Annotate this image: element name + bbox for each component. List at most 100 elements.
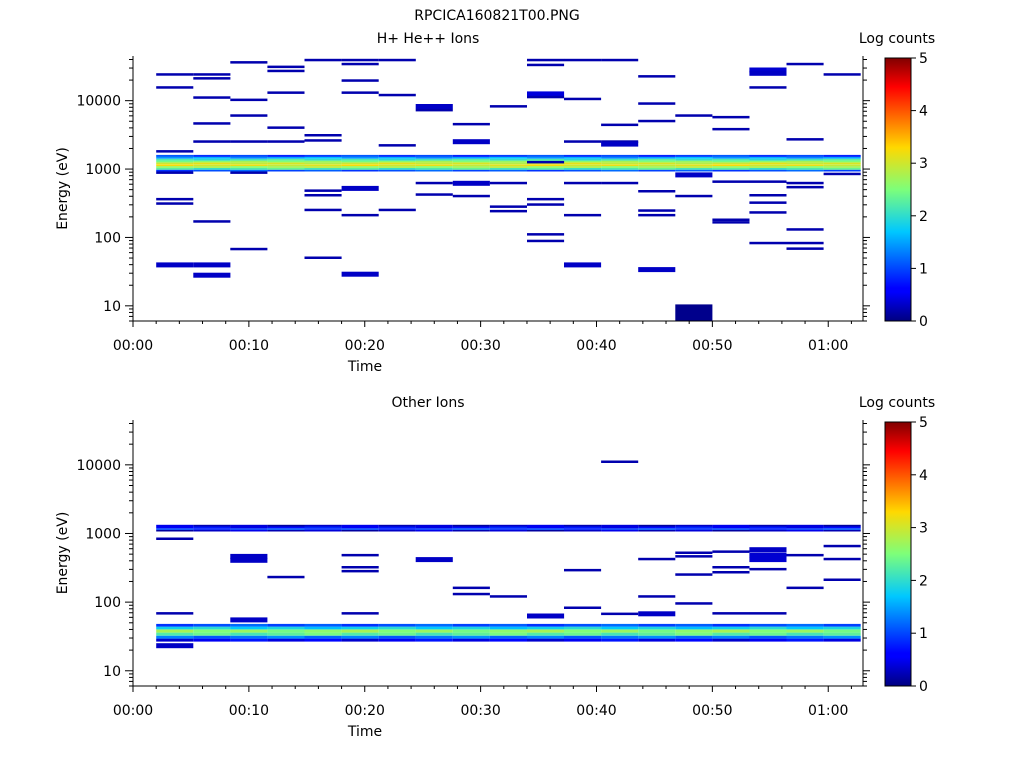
band-cell <box>304 167 342 170</box>
count-cell <box>675 114 713 117</box>
band-cell <box>638 623 676 627</box>
count-cell <box>341 185 379 191</box>
band-cell <box>638 156 676 159</box>
band2-cell <box>378 528 416 530</box>
count-cell <box>341 569 379 573</box>
band2-cell <box>452 526 490 529</box>
band-cell <box>749 623 787 627</box>
band-cell <box>527 626 565 630</box>
count-cell <box>564 58 602 62</box>
band-cell <box>749 156 787 159</box>
band2-cell <box>489 529 527 532</box>
band-cell <box>304 169 342 172</box>
band-cell <box>527 632 565 636</box>
band-cell <box>601 162 639 165</box>
band-cell <box>341 167 379 170</box>
count-cell <box>341 612 379 615</box>
band-cell <box>193 167 231 170</box>
band-cell <box>341 162 379 165</box>
band2-cell <box>415 528 453 530</box>
band2-cell <box>675 524 713 527</box>
band-cell <box>749 632 787 636</box>
colorbar-tick-label: 4 <box>919 104 928 120</box>
band-cell <box>489 164 527 167</box>
band-cell <box>823 635 861 639</box>
band-cell <box>823 626 861 630</box>
band-cell <box>786 632 824 636</box>
figure-title: RPCICA160821T00.PNG <box>414 8 579 24</box>
band2-cell <box>489 528 527 530</box>
count-cell <box>638 75 676 78</box>
band-cell <box>749 158 787 161</box>
band2-cell <box>156 529 194 532</box>
band-cell <box>675 164 713 167</box>
band-cell <box>156 635 194 639</box>
band-cell <box>823 169 861 172</box>
colorbar-tick-label: 2 <box>919 573 928 589</box>
count-cell <box>304 58 342 62</box>
band-cell <box>601 635 639 639</box>
count-cell <box>341 58 379 62</box>
band-cell <box>415 626 453 630</box>
count-cell <box>193 122 231 125</box>
band-cell <box>489 160 527 163</box>
band-cell <box>415 635 453 639</box>
x-tick-label: 00:00 <box>113 703 153 719</box>
band-cell <box>527 638 565 642</box>
count-cell <box>564 213 602 217</box>
band2-cell <box>267 529 305 532</box>
count-cell <box>378 144 416 147</box>
band-cell <box>415 632 453 636</box>
band-cell <box>489 629 527 633</box>
band2-cell <box>564 524 602 527</box>
band-cell <box>230 169 268 172</box>
x-tick-label: 01:00 <box>808 338 848 354</box>
band-cell <box>786 629 824 633</box>
band-cell <box>564 626 602 630</box>
y-tick-label: 1000 <box>85 526 121 542</box>
band-cell <box>452 632 490 636</box>
band-cell <box>341 156 379 159</box>
band-cell <box>415 169 453 172</box>
band2-cell <box>601 528 639 530</box>
band2-cell <box>749 524 787 527</box>
count-cell <box>638 190 676 193</box>
count-cell <box>489 105 527 108</box>
band-cell <box>675 623 713 627</box>
band-cell <box>341 158 379 161</box>
count-cell <box>823 544 861 548</box>
band-cell <box>638 167 676 170</box>
band-cell <box>749 167 787 170</box>
band-cell <box>527 154 565 157</box>
band-cell <box>786 638 824 642</box>
band-cell <box>564 632 602 636</box>
band-cell <box>489 166 527 168</box>
band2-cell <box>230 526 268 529</box>
y-axis-label: Energy (eV) <box>55 512 71 595</box>
band-cell <box>267 638 305 642</box>
band-cell <box>156 632 194 636</box>
band-cell <box>675 158 713 161</box>
count-cell <box>527 58 565 62</box>
count-cell <box>156 537 194 540</box>
band-cell <box>415 158 453 161</box>
band-cell <box>712 169 750 172</box>
count-cell <box>786 181 824 185</box>
count-cell <box>786 586 824 590</box>
band-cell <box>527 164 565 167</box>
band-cell <box>415 638 453 642</box>
panel-title: H+ He++ Ions <box>377 31 480 47</box>
count-cell <box>601 123 639 127</box>
band-cell <box>267 167 305 170</box>
count-cell <box>527 233 565 236</box>
band-cell <box>527 167 565 170</box>
band-cell <box>489 626 527 630</box>
count-cell <box>267 575 305 579</box>
count-cell <box>527 613 565 619</box>
colorbar-label: Log counts <box>859 395 935 411</box>
band2-cell <box>786 526 824 529</box>
count-cell <box>675 551 713 554</box>
count-cell <box>415 557 453 563</box>
y-tick-label: 10 <box>103 299 121 315</box>
band-cell <box>156 167 194 170</box>
